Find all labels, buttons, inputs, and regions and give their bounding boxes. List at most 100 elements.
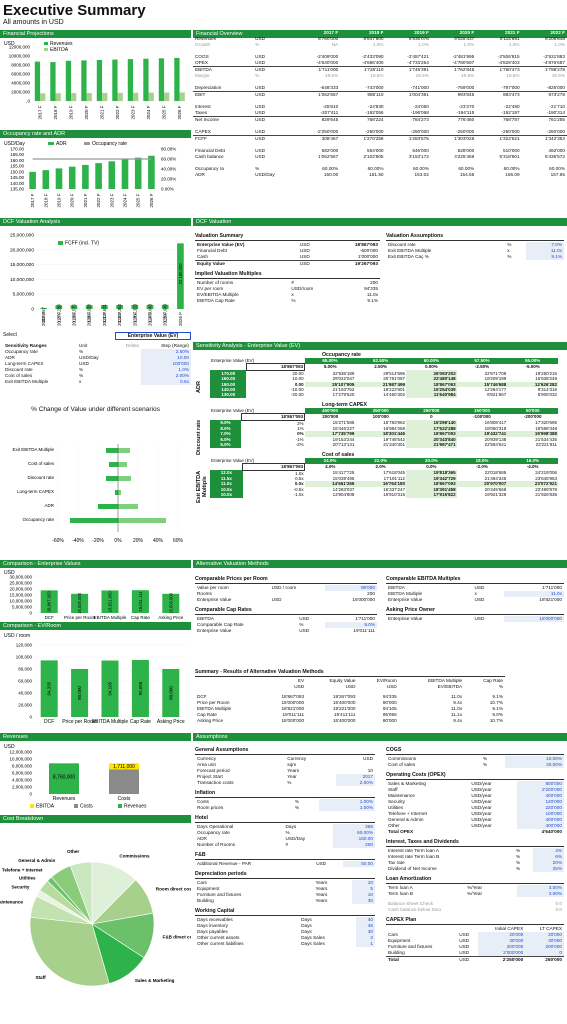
- kv-value[interactable]: 800'000: [516, 781, 564, 787]
- kv-value[interactable]: 365: [333, 824, 375, 830]
- fo-row: Occupancy ra% 60.00% 60.00% 60.00% 60.00% 60.…: [193, 166, 567, 172]
- capex-value[interactable]: 200'000: [525, 944, 564, 950]
- summary-cell: 9.1%: [492, 694, 503, 699]
- data-label: 1,283,575: [72, 304, 77, 323]
- kv-unit: USD/year: [471, 787, 492, 792]
- range-step-input[interactable]: 2.50%: [141, 349, 191, 355]
- kv-value[interactable]: 7.0%: [525, 242, 564, 248]
- ppr-title: Comparable Prices per Room: [195, 576, 377, 584]
- pie-slice: [29, 916, 110, 987]
- capex-value[interactable]: 30'000: [525, 938, 564, 944]
- grid-cell: 21'340'301: [383, 442, 405, 448]
- kv-value[interactable]: 400'000: [516, 793, 564, 799]
- grid-row-header: 7.0%: [210, 431, 241, 437]
- kv-value[interactable]: 16'000'000: [503, 616, 564, 622]
- kv-value[interactable]: 100'000: [516, 811, 564, 817]
- kv-value[interactable]: 6%: [532, 854, 564, 860]
- kv-unit: %: [287, 780, 292, 785]
- range-row: ADR USD/Day 10.00: [3, 355, 191, 361]
- summary-cell: 94'335: [382, 694, 397, 699]
- kv-value[interactable]: 3.00%: [516, 885, 564, 891]
- capex-value[interactable]: 0: [525, 950, 564, 957]
- kv-value: 4'640'000: [541, 829, 562, 834]
- grid-cell: 16'984'258: [383, 426, 405, 432]
- kv-value[interactable]: 400'000: [516, 817, 564, 823]
- kv-value[interactable]: 10: [352, 892, 375, 898]
- summary-cell: 19'221'000: [332, 706, 356, 711]
- capex-value[interactable]: 20'000: [525, 932, 564, 938]
- kv-value[interactable]: 80'000: [325, 585, 377, 591]
- kv-unit: [469, 829, 516, 835]
- data-label: 1,342,353: [117, 303, 122, 322]
- kv-value: 1'711'000: [355, 616, 375, 621]
- kv-value[interactable]: 60.00%: [333, 830, 375, 836]
- kv-value[interactable]: 9.0%: [325, 622, 377, 628]
- x-category-label: Asking Price: [157, 719, 185, 725]
- capex-value[interactable]: 20'000: [477, 932, 526, 938]
- kv-value[interactable]: 1: [356, 941, 375, 947]
- kv-label: Forecast period: [197, 768, 230, 773]
- kv-unit: %/Year: [467, 891, 483, 896]
- range-step-input[interactable]: 1.0%: [141, 367, 191, 373]
- summary-cell: 11.0x: [451, 694, 463, 699]
- summary-col-header: EV: [297, 678, 305, 683]
- tornado-label: Cost of sales: [28, 461, 55, 466]
- kv-value[interactable]: 120'000: [516, 799, 564, 805]
- kv-value[interactable]: 5: [352, 886, 375, 892]
- kv-value[interactable]: 30: [352, 898, 375, 904]
- grid-cell: 15'039'496: [332, 475, 355, 481]
- kv-value[interactable]: 20.00%: [505, 762, 564, 768]
- comparison-bar: [131, 659, 149, 717]
- kv-value[interactable]: 4%: [532, 848, 564, 854]
- capex-value[interactable]: 200'000: [477, 944, 526, 950]
- cap-title: Comparable Cap Rates: [195, 607, 377, 615]
- kv-row: EBITDA Cap Rate% 9.1%: [195, 298, 380, 304]
- kv-value[interactable]: 10.00%: [505, 756, 564, 762]
- ebitda-bar: [109, 763, 139, 770]
- grid-cell: 23'221'811: [535, 442, 557, 448]
- fo-row: Cash balance USD 1'062'567 2'102'905 3'153'1…: [193, 154, 567, 160]
- comparison-bar: [101, 590, 119, 613]
- capex-value[interactable]: 30'000: [477, 938, 526, 944]
- kv-value[interactable]: 30: [356, 929, 375, 935]
- range-step-input[interactable]: 0.5x: [141, 379, 191, 385]
- select-dropdown[interactable]: Enterprise Value (EV): [115, 332, 191, 340]
- fo-row-label: Financial Debt: [195, 148, 225, 153]
- kv-value[interactable]: 2: [356, 935, 375, 941]
- kv-value[interactable]: 45: [356, 923, 375, 929]
- capex-value[interactable]: 2'000'000: [477, 950, 526, 957]
- kv-value[interactable]: 40: [356, 917, 375, 923]
- fo-row-unit: USD: [255, 85, 266, 90]
- kv-value[interactable]: 20%: [532, 860, 564, 866]
- fo-cell: -24'830: [368, 104, 384, 109]
- fo-cell: 1.0%: [418, 42, 429, 47]
- x-tick-label: 2024 F: [148, 312, 153, 326]
- revenue-bar: [65, 60, 72, 101]
- kv-value[interactable]: 3.00%: [516, 891, 564, 897]
- range-step-input[interactable]: 2.00%: [141, 373, 191, 379]
- kv-value[interactable]: 11.0x: [525, 248, 564, 254]
- kv-value[interactable]: 10: [352, 880, 375, 886]
- range-step-input[interactable]: 100'000: [141, 361, 191, 367]
- tornado-label: Discount rate: [27, 475, 54, 480]
- kv-value[interactable]: 400'000: [516, 823, 564, 829]
- kv-value[interactable]: 9.1%: [525, 254, 564, 260]
- kv-unit: USD/year: [471, 823, 492, 828]
- kv-value[interactable]: 2017: [336, 774, 375, 780]
- range-step-input[interactable]: 10.00: [141, 355, 191, 361]
- kv-value[interactable]: 2'200'000: [516, 787, 564, 793]
- data-label: 1,379,643: [148, 303, 153, 322]
- kv-value[interactable]: 11.0x: [503, 591, 564, 597]
- kv-value[interactable]: 25%: [532, 866, 564, 872]
- grid-cell: 20'939'138: [484, 436, 507, 442]
- kv-value[interactable]: 150.00: [333, 836, 375, 842]
- kv-value[interactable]: 50.00: [342, 861, 375, 867]
- kv-value[interactable]: 2.00%: [336, 780, 375, 786]
- kv-value[interactable]: 220'000: [516, 805, 564, 811]
- kv-value[interactable]: 1.00%: [319, 805, 375, 811]
- kv-value[interactable]: 200: [333, 842, 375, 848]
- kv-value[interactable]: 1.00%: [319, 799, 375, 805]
- grid-cell: 22'594'641: [484, 442, 507, 448]
- comparison-bar: [162, 669, 180, 717]
- y-tick-label: 0: [29, 611, 32, 616]
